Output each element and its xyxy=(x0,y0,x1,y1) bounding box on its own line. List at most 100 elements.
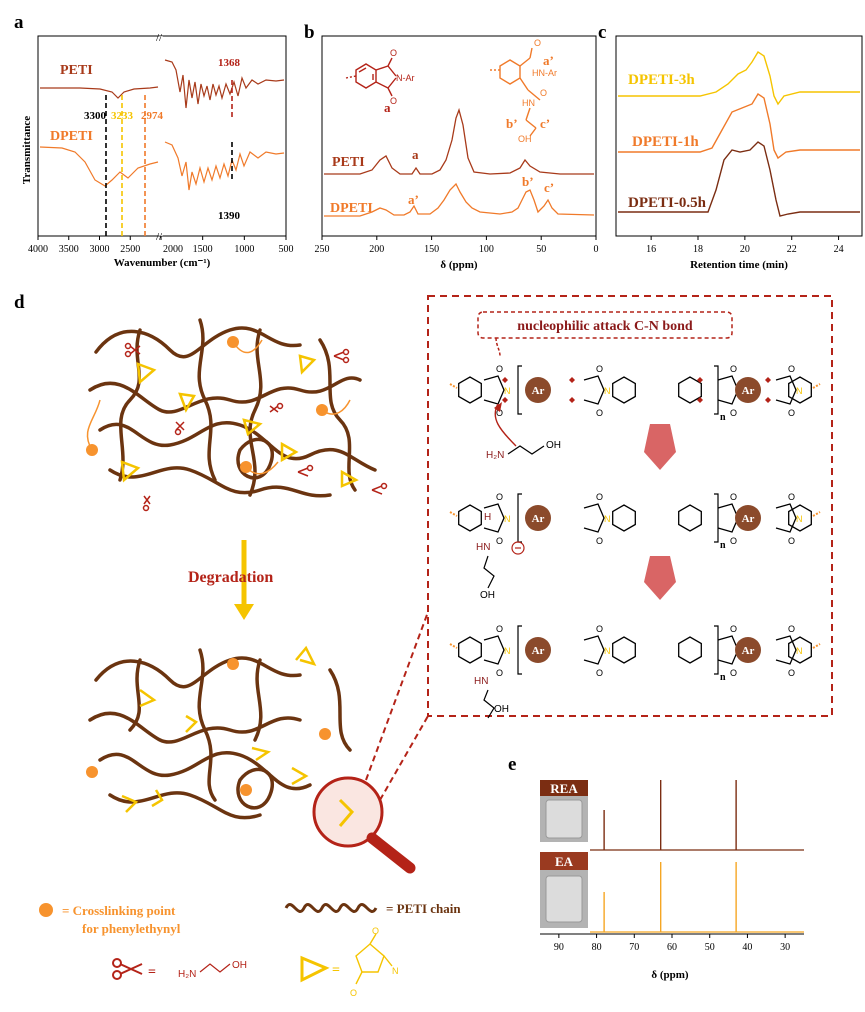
a-tick-label: 1500 xyxy=(193,244,213,255)
imide-n: N xyxy=(604,386,611,396)
ea-vial xyxy=(545,875,583,923)
row3-chain xyxy=(483,689,495,719)
legend-succinimide xyxy=(355,933,393,985)
c-tick-label: 20 xyxy=(740,244,750,255)
ar-label: Ar xyxy=(742,385,755,397)
row2-oh: OH xyxy=(480,590,495,601)
legend-succ-o1: O xyxy=(372,926,379,936)
legend-scissor-chain xyxy=(199,963,231,973)
panel-c-chart: 16 18 20 22 24 Retention time (min) DPETI-3h… xyxy=(615,35,863,271)
legend-succ-n: N xyxy=(392,966,399,976)
repeat-n: n xyxy=(720,672,726,683)
legend-triangle-eq: = xyxy=(332,963,340,978)
mechanism-box xyxy=(427,295,833,717)
end-cap-left xyxy=(449,643,458,649)
panel-b-frame xyxy=(321,35,597,237)
peti-ftir-curve xyxy=(40,59,285,109)
ar-group xyxy=(735,377,761,403)
imide-ring xyxy=(583,503,605,533)
b-tick-label: 200 xyxy=(369,244,384,255)
annot-2974: 2974 xyxy=(141,110,164,122)
benzene-ring xyxy=(458,376,482,404)
e-tick-label: 50 xyxy=(705,942,715,953)
ar-label: Ar xyxy=(742,513,755,525)
panel-e-xlabel: δ (ppm) xyxy=(651,969,689,981)
panel-a-x-ticks: 4000 3500 3000 2500 2000 1500 1000 500 xyxy=(28,236,294,255)
ar-label: Ar xyxy=(532,385,545,397)
panel-b-xlabel: δ (ppm) xyxy=(440,259,478,271)
amine-oh: OH xyxy=(546,440,561,451)
dpeti-struct-c-prime: c’ xyxy=(540,116,550,131)
ar-group xyxy=(735,505,761,531)
cn-bond-marker xyxy=(502,397,508,403)
rea-label-bg xyxy=(540,780,588,796)
row2-hn: HN xyxy=(476,542,490,553)
legend-crosslink-text: = Crosslinking point xyxy=(62,903,176,918)
ar-label: Ar xyxy=(532,645,545,657)
peak-a-prime-label: a’ xyxy=(408,192,419,207)
end-cap-left xyxy=(449,511,458,517)
imide-triangles-before xyxy=(120,354,359,488)
amine-h2n: H₂N xyxy=(486,450,504,461)
network-after xyxy=(88,648,352,820)
legend-triangle-icon xyxy=(300,955,330,983)
imide-o-bottom: O xyxy=(596,408,603,418)
dpeti-label-b: DPETI xyxy=(330,201,373,216)
panel-a-break-top: // xyxy=(156,32,163,44)
e-tick-label: 70 xyxy=(629,942,639,953)
panel-label-b: b xyxy=(304,22,315,43)
peak-b-prime-label: b’ xyxy=(522,174,534,189)
imide-o-top: O xyxy=(730,492,737,502)
a-tick-label: 1000 xyxy=(234,244,254,255)
benzene-ring xyxy=(678,504,702,532)
peti-label-b: PETI xyxy=(332,155,365,170)
panel-c-frame xyxy=(615,35,863,237)
mech-arrow-2 xyxy=(644,556,676,600)
benzene-ring xyxy=(612,376,636,404)
benzene-ring xyxy=(678,636,702,664)
mech-row-1: OONOONOONOONArArn xyxy=(449,364,821,423)
rea-label: REA xyxy=(550,781,578,796)
legend-crosslink-text-2: for phenylethynyl xyxy=(82,921,181,936)
imide-n: N xyxy=(504,514,511,524)
magnifier-fragment xyxy=(338,798,355,827)
magnifier-lens xyxy=(312,776,384,848)
imide-o-bottom: O xyxy=(730,668,737,678)
e-tick-label: 30 xyxy=(780,942,790,953)
dpeti-struct-o2: O xyxy=(540,88,547,98)
benzene-ring xyxy=(788,376,812,404)
mech-arrow-1 xyxy=(644,424,676,470)
legend-chain-text: = PETI chain xyxy=(386,901,461,916)
ea-label: EA xyxy=(555,854,574,869)
imide-o-top: O xyxy=(730,364,737,374)
crosslink-dots-after xyxy=(86,658,331,796)
cn-bond-marker xyxy=(765,377,771,383)
bracket-left xyxy=(517,625,522,675)
imide-o-top: O xyxy=(596,364,603,374)
b-tick-label: 100 xyxy=(479,244,494,255)
legend-crosslink-dot xyxy=(39,903,53,917)
imide-ring xyxy=(583,635,605,665)
panel-label-e: e xyxy=(508,754,516,775)
a-tick-label: 3500 xyxy=(59,244,79,255)
imide-n: N xyxy=(796,386,803,396)
ar-group xyxy=(735,637,761,663)
ar-group xyxy=(525,505,551,531)
imide-o-top: O xyxy=(596,492,603,502)
dpeti-struct-o1: O xyxy=(534,38,541,48)
repeat-n: n xyxy=(720,412,726,423)
attack-pointer xyxy=(495,337,501,357)
scissors-before xyxy=(124,342,388,512)
ar-label: Ar xyxy=(742,645,755,657)
imide-o-bottom: O xyxy=(788,408,795,418)
e-tick-label: 60 xyxy=(667,942,677,953)
ea-label-bg xyxy=(540,852,588,870)
mechanism-rows: OONOONOONOONArArnOONOONOONOONArArnOONOON… xyxy=(449,364,821,683)
imide-o-bottom: O xyxy=(496,408,503,418)
zoom-line-top xyxy=(365,611,429,781)
imide-o-top: O xyxy=(788,364,795,374)
imide-o-top: O xyxy=(496,364,503,374)
imide-ring xyxy=(775,503,797,533)
e-tick-label: 40 xyxy=(742,942,752,953)
row2-h: H xyxy=(484,512,491,523)
